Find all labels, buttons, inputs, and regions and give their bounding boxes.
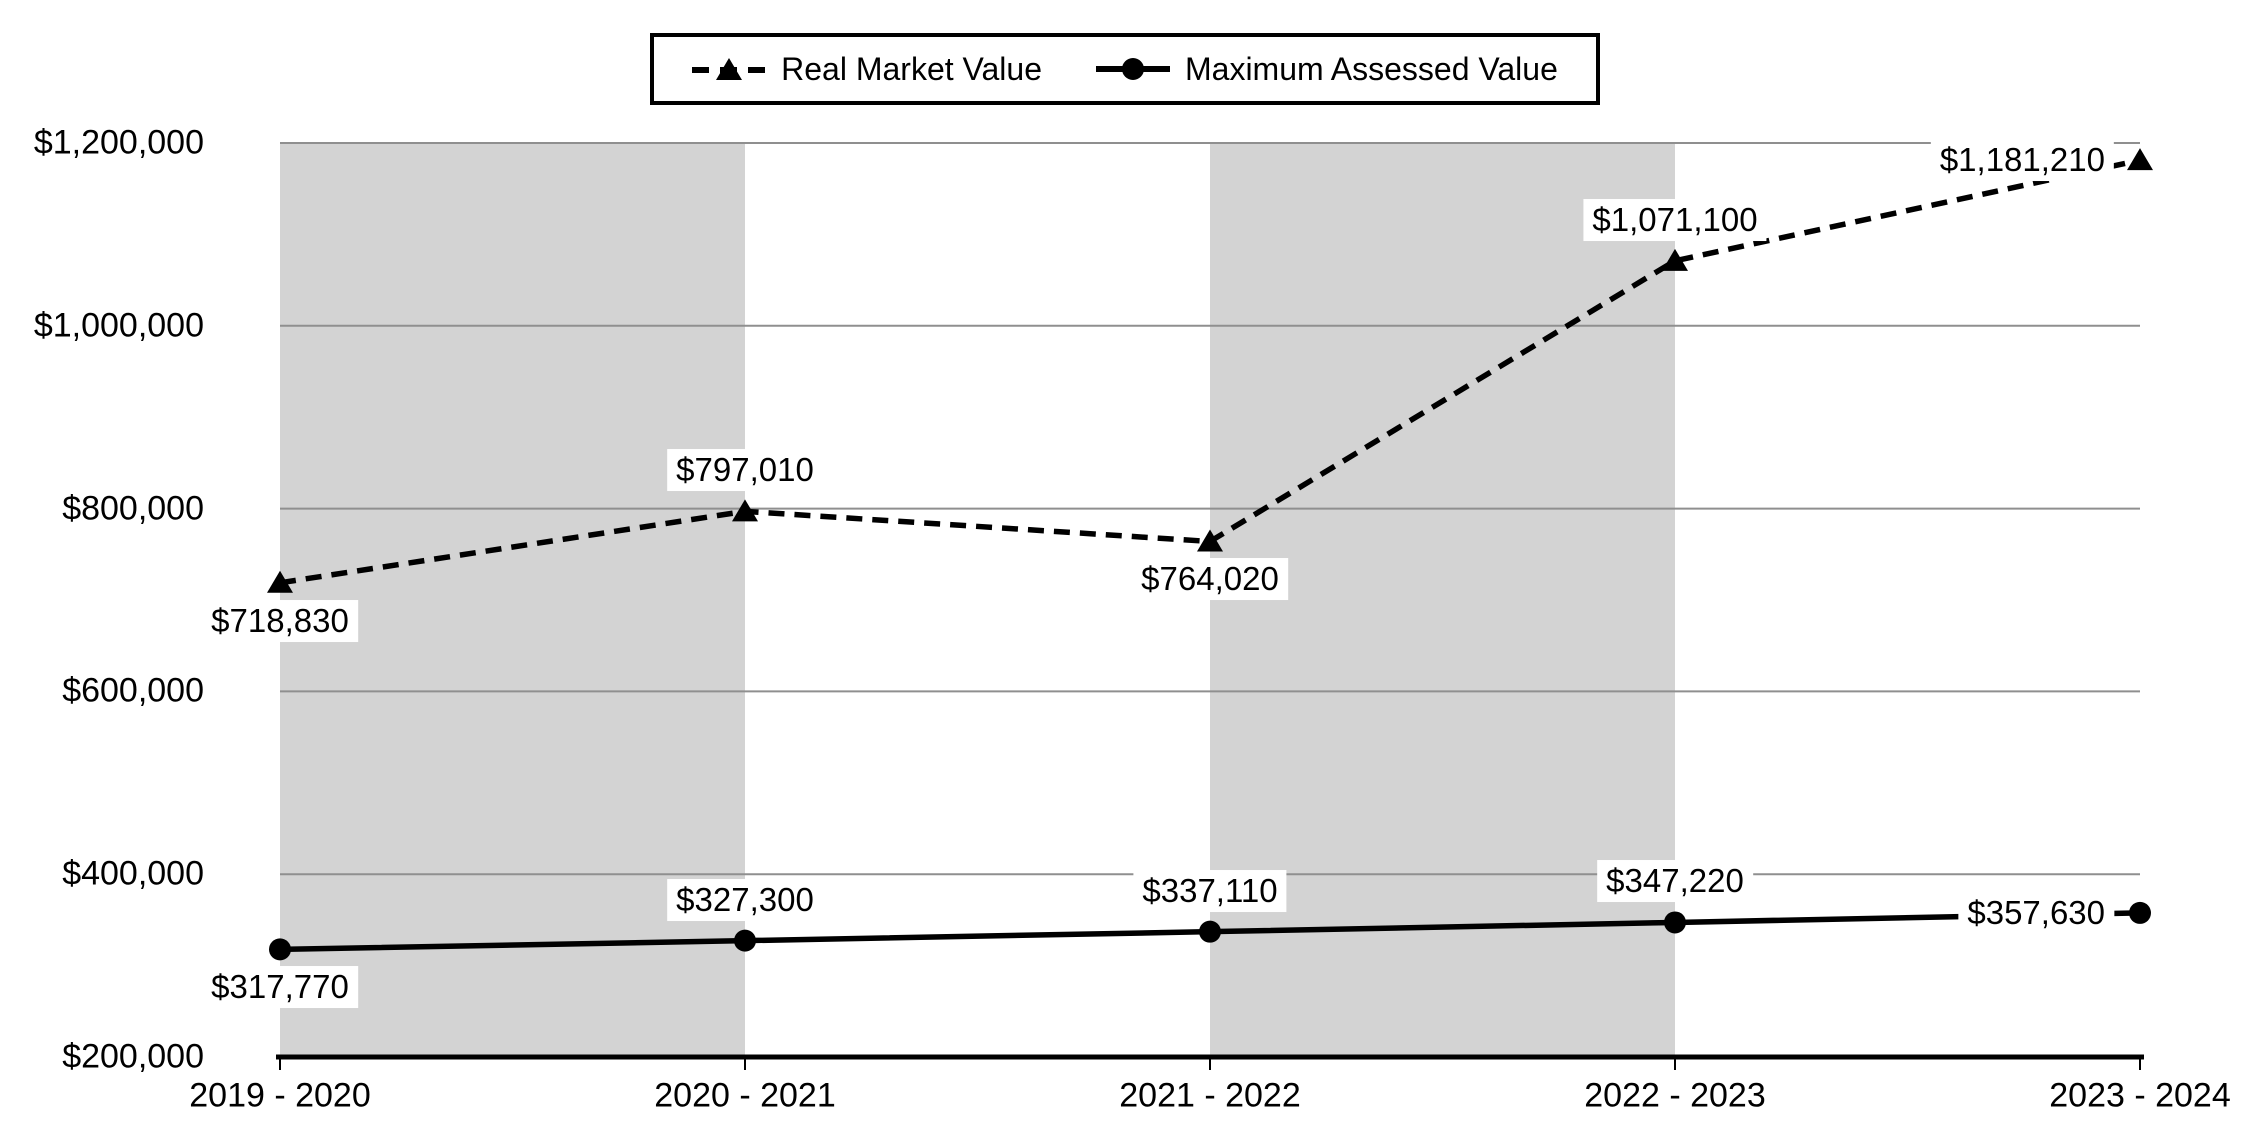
legend-label-maximum-assessed-value: Maximum Assessed Value (1184, 51, 1558, 87)
legend: Real Market Value Maximum Assessed Value (650, 33, 1600, 105)
solid-line-circle-marker-icon (1095, 58, 1170, 80)
legend-item-real-market-value: Real Market Value (692, 53, 1042, 85)
circle-marker (1664, 911, 1686, 934)
dashed-line-triangle-marker-icon (692, 58, 767, 80)
circle-marker (2129, 901, 2151, 924)
circle-marker (269, 938, 291, 961)
shaded-band (280, 143, 745, 1057)
legend-label-real-market-value: Real Market Value (781, 51, 1042, 87)
legend-item-maximum-assessed-value: Maximum Assessed Value (1095, 51, 1558, 87)
triangle-marker (732, 499, 758, 522)
circle-marker (1199, 920, 1221, 943)
triangle-marker (1197, 529, 1223, 552)
triangle-marker (1662, 248, 1688, 271)
triangle-marker (267, 570, 293, 593)
circle-marker (734, 929, 756, 952)
triangle-marker (2127, 148, 2153, 171)
shaded-band (1210, 143, 1675, 1057)
